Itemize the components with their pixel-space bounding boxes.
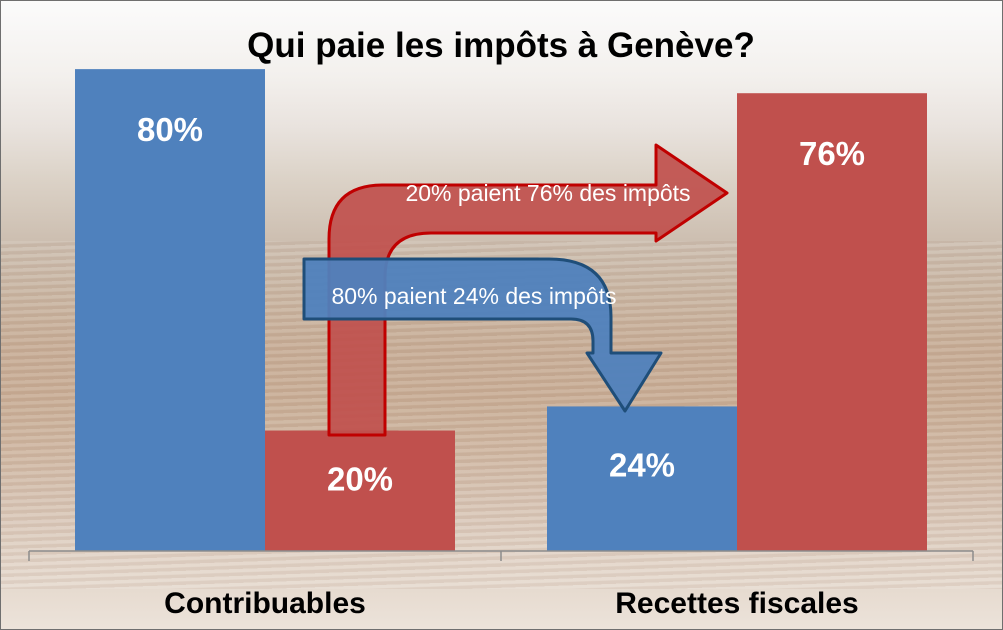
red-arrow-annotation: 20% paient 76% des impôts xyxy=(405,180,690,206)
chart-title: Qui paie les impôts à Genève? xyxy=(247,26,755,65)
bar-contribuables-s1 xyxy=(265,430,455,551)
bar-value-label: 80% xyxy=(137,111,203,148)
bar-contribuables-s0 xyxy=(75,69,265,551)
bars-group: 80% 20% 24% 76% xyxy=(75,69,927,551)
category-label: Recettes fiscales xyxy=(615,587,859,620)
category-label: Contribuables xyxy=(164,587,366,620)
blue-arrow-annotation: 80% paient 24% des impôts xyxy=(331,283,616,309)
x-axis: Contribuables Recettes fiscales xyxy=(28,550,974,620)
bar-recettes-fiscales-s1 xyxy=(737,93,927,551)
bar-value-label: 20% xyxy=(327,461,393,498)
blue-flow-arrow xyxy=(302,257,663,413)
bar-recettes-fiscales-s0 xyxy=(547,406,737,551)
bar-value-label: 76% xyxy=(799,135,865,172)
bar-value-label: 24% xyxy=(609,446,675,483)
